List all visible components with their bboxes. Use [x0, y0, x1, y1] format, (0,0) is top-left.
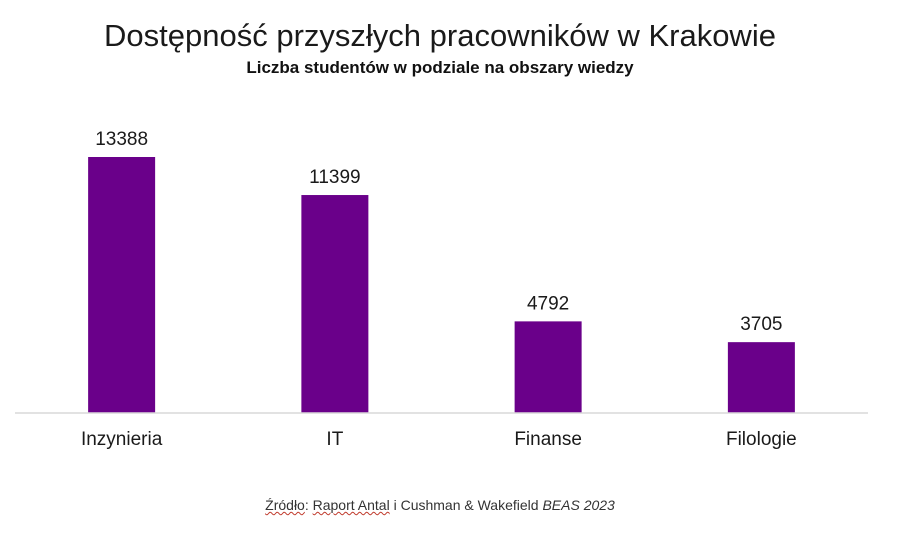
data-label: 13388	[95, 129, 148, 150]
chart-title: Dostępność przyszłych pracowników w Krak…	[104, 18, 776, 53]
x-tick-label: Inzynieria	[81, 429, 163, 450]
data-label: 4792	[527, 293, 569, 314]
data-label: 3705	[740, 314, 782, 335]
bars-group	[88, 157, 795, 413]
chart-subtitle: Liczba studentów w podziale na obszary w…	[246, 58, 634, 77]
source-publisher: i Cushman & Wakefield	[389, 497, 543, 513]
data-label: 11399	[309, 167, 360, 188]
x-tick-label: Filologie	[726, 429, 797, 450]
x-tick-label: IT	[326, 429, 343, 450]
bar-it	[301, 195, 369, 413]
source-report-title: BEAS 2023	[542, 497, 615, 513]
source-label: Źródło	[265, 497, 305, 513]
source-colon: :	[304, 497, 313, 513]
bar-inzynieria	[88, 157, 156, 413]
x-tick-label: Finanse	[514, 429, 582, 450]
bar-filologie	[727, 342, 795, 413]
bar-finanse	[514, 321, 582, 413]
source-note: Źródło: Raport Antal i Cushman & Wakefie…	[0, 497, 880, 513]
source-report-name: Raport Antal	[312, 497, 390, 513]
labels-group: 13388 Inzynieria 11399 IT 4792 Finanse 3705 Fil…	[81, 129, 797, 450]
